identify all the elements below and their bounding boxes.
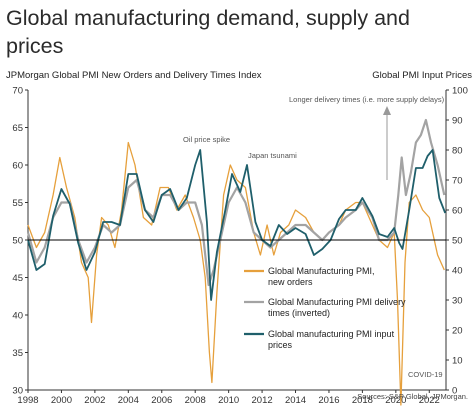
left-tick-label: 60 bbox=[12, 161, 23, 172]
right-tick-label: 40 bbox=[452, 266, 463, 277]
legend-label-line1: Global Manufacturing PMI, bbox=[268, 266, 375, 276]
right-tick-label: 90 bbox=[452, 116, 463, 127]
left-tick-label: 40 bbox=[12, 311, 23, 322]
x-tick-label: 2018 bbox=[352, 395, 373, 406]
legend-label-line1: Global Manufacturing PMI delivery bbox=[268, 297, 406, 307]
right-tick-label: 70 bbox=[452, 176, 463, 187]
x-tick-label: 2022 bbox=[419, 395, 440, 406]
right-tick-label: 0 bbox=[452, 386, 457, 397]
right-tick-label: 30 bbox=[452, 296, 463, 307]
annotation-oil-spike: Oil price spike bbox=[183, 135, 230, 144]
right-tick-label: 20 bbox=[452, 326, 463, 337]
chart-title: Global manufacturing demand, supply and … bbox=[6, 6, 410, 58]
left-tick-label: 65 bbox=[12, 123, 23, 134]
x-tick-label: 2012 bbox=[252, 395, 273, 406]
x-tick-label: 2000 bbox=[51, 395, 72, 406]
legend-label-line2: times (inverted) bbox=[268, 308, 330, 318]
right-tick-label: 80 bbox=[452, 146, 463, 157]
x-tick-label: 2008 bbox=[185, 395, 206, 406]
legend-label-line2: new orders bbox=[268, 277, 313, 287]
left-tick-label: 70 bbox=[12, 86, 23, 97]
x-tick-label: 2004 bbox=[118, 395, 139, 406]
right-tick-label: 50 bbox=[452, 236, 463, 247]
delivery-times-line bbox=[26, 118, 446, 287]
x-tick-label: 2006 bbox=[151, 395, 172, 406]
input-prices-line bbox=[27, 149, 447, 301]
right-axis-title: Global PMI Input Prices bbox=[372, 70, 472, 81]
legend-label-line2: prices bbox=[268, 340, 293, 350]
x-tick-label: 2016 bbox=[318, 395, 339, 406]
right-tick-label: 60 bbox=[452, 206, 463, 217]
x-tick-label: 1998 bbox=[17, 395, 38, 406]
annotation-arrow-head bbox=[383, 106, 391, 115]
annotation-japan-tsunami: Japan tsunami bbox=[248, 151, 297, 160]
x-tick-label: 2010 bbox=[218, 395, 239, 406]
x-tick-label: 2002 bbox=[84, 395, 105, 406]
left-tick-label: 45 bbox=[12, 273, 23, 284]
annotation-longer-delivery: Longer delivery times (i.e. more supply … bbox=[289, 95, 445, 104]
annotation-covid: COVID-19 bbox=[408, 370, 443, 379]
left-tick-label: 35 bbox=[12, 348, 23, 359]
source-note: Sources: S&P Global, JPMorgan. bbox=[357, 392, 468, 401]
left-axis-title: JPMorgan Global PMI New Orders and Deliv… bbox=[6, 70, 262, 81]
legend-label-line1: Global manufacturing PMI input bbox=[268, 329, 395, 339]
x-tick-label: 2014 bbox=[285, 395, 306, 406]
new-orders-line bbox=[27, 141, 445, 406]
x-tick-label: 2020 bbox=[385, 395, 406, 406]
right-tick-label: 100 bbox=[452, 86, 468, 97]
left-tick-label: 50 bbox=[12, 236, 23, 247]
right-tick-label: 10 bbox=[452, 356, 463, 367]
left-tick-label: 30 bbox=[12, 386, 23, 397]
left-tick-label: 55 bbox=[12, 198, 23, 209]
